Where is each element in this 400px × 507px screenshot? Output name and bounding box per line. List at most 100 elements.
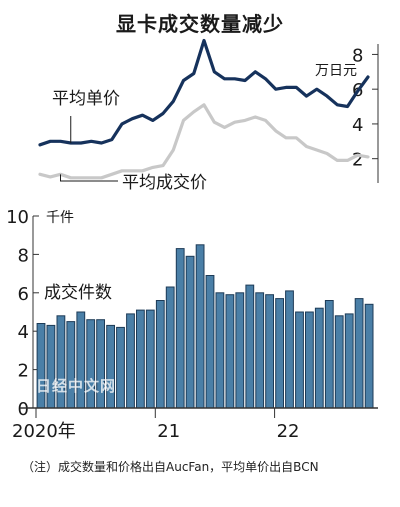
bar-11 [145, 309, 155, 409]
series-1-point-29 [336, 159, 339, 162]
series-1-point-27 [315, 149, 318, 151]
bar-y-tick-label-3: 6 [18, 284, 29, 305]
series-1-point-30 [346, 159, 349, 162]
series-1-point-15 [192, 110, 195, 113]
bar-33 [364, 303, 374, 409]
bar-8 [116, 326, 125, 409]
series-1-point-12 [162, 164, 164, 167]
series-0-point-22 [264, 77, 267, 80]
series-1-point-5 [90, 176, 93, 179]
bar-y-tick-label-1: 2 [18, 361, 29, 382]
series-1-point-23 [274, 130, 277, 132]
series-0-point-19 [233, 77, 236, 80]
bar-10 [136, 309, 145, 409]
series-1-point-14 [182, 119, 185, 122]
series-0-point-24 [285, 86, 287, 89]
bar-30 [334, 315, 344, 409]
series-1-point-11 [151, 166, 154, 169]
series-0-point-0 [39, 143, 41, 146]
series-0-point-2 [59, 140, 62, 143]
legend-avg-deal: 平均成交价 [122, 173, 207, 193]
bar-14 [175, 248, 185, 409]
series-0-point-15 [192, 72, 195, 75]
series-0-point-7 [110, 138, 113, 141]
series-0-point-13 [172, 100, 175, 103]
bar-32 [354, 298, 364, 409]
series-1-point-1 [49, 176, 52, 178]
bar-y-unit-label: 千件 [46, 210, 74, 226]
bar-25 [285, 290, 294, 409]
series-0-point-26 [305, 95, 308, 97]
series-0-point-18 [223, 77, 226, 80]
line-y-tick-label-0: 2 [352, 150, 363, 171]
series-0-point-29 [336, 104, 339, 106]
bar-x-tick-label-1: 21 [157, 421, 180, 442]
series-1-point-3 [69, 176, 72, 179]
series-1-point-32 [367, 156, 369, 158]
series-1-point-6 [100, 176, 103, 179]
bar-x-tick-label-2: 22 [277, 421, 300, 442]
series-1-point-21 [254, 116, 257, 118]
bar-13 [165, 286, 175, 409]
series-1-point-13 [172, 149, 175, 151]
bar-23 [265, 294, 275, 409]
series-1-point-19 [233, 121, 236, 123]
series-1-point-20 [244, 119, 246, 122]
legend-avg-price: 平均单价 [52, 89, 120, 109]
series-1-point-8 [121, 170, 123, 172]
series-0-point-11 [151, 119, 154, 122]
series-1-point-9 [131, 170, 134, 172]
series-1-point-28 [326, 152, 328, 155]
bar-27 [305, 311, 314, 409]
series-0-point-27 [315, 88, 318, 90]
bar-22 [255, 292, 265, 409]
bar-18 [215, 292, 225, 409]
series-1-point-24 [285, 137, 287, 139]
bar-21 [245, 284, 255, 409]
bar-17 [205, 275, 215, 409]
bar-y-tick-label-5: 10 [6, 207, 29, 228]
series-1-point-16 [203, 104, 205, 106]
watermark: 日经中文网 [36, 377, 117, 395]
series-1-point-26 [305, 145, 308, 148]
series-0-point-17 [213, 71, 216, 73]
bar-24 [275, 298, 285, 409]
bar-31 [344, 313, 354, 409]
series-0-point-6 [100, 142, 103, 144]
series-0-point-25 [295, 86, 298, 89]
series-0-point-9 [131, 117, 134, 120]
line-y-unit-label: 万日元 [315, 63, 357, 79]
bar-26 [295, 311, 304, 409]
line-y-tick-label-3: 8 [352, 45, 363, 66]
bar-19 [225, 294, 235, 409]
series-0-point-23 [274, 88, 277, 90]
series-0-point-32 [367, 76, 369, 78]
series-0-point-20 [244, 79, 246, 82]
series-0-point-10 [141, 114, 144, 117]
series-1-point-22 [264, 119, 267, 122]
series-1-point-17 [213, 121, 216, 123]
bar-20 [235, 292, 245, 409]
bar-9 [126, 313, 135, 409]
source-note: （注）成交数量和价格出自AucFan，平均单价出自BCN [22, 460, 319, 474]
series-0-point-1 [49, 140, 52, 143]
bar-y-tick-label-0: 0 [18, 399, 29, 420]
legend-deal-count: 成交件数 [44, 283, 112, 303]
bar-y-tick-label-4: 8 [18, 245, 29, 266]
series-0-point-14 [182, 79, 185, 82]
series-0-point-16 [203, 39, 205, 42]
series-0-point-8 [121, 123, 123, 125]
chart-title: 显卡成交数量减少 [116, 12, 284, 36]
series-0-point-12 [162, 112, 164, 115]
series-1-point-25 [295, 137, 298, 139]
bar-12 [155, 300, 165, 409]
series-0-point-31 [356, 90, 359, 92]
bar-15 [185, 255, 195, 409]
series-1-point-10 [141, 170, 144, 172]
series-1-point-4 [80, 176, 82, 179]
series-0-point-4 [80, 142, 82, 144]
bar-16 [195, 244, 205, 409]
series-0-point-30 [346, 105, 349, 108]
callout-avg-deal [60, 174, 118, 182]
